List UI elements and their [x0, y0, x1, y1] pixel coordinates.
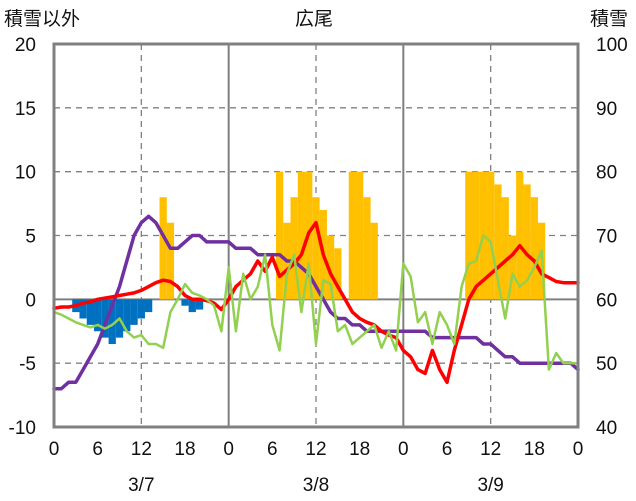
negative-bar	[130, 299, 138, 325]
y2-tick-label: 80	[596, 163, 617, 184]
y2-tick-label: 90	[596, 99, 617, 120]
x-tick-label: 6	[92, 439, 103, 460]
precip-bar	[290, 197, 298, 300]
x-tick-label: 12	[305, 439, 326, 460]
y2-tick-label: 50	[596, 354, 617, 375]
y-axis-label: 積雪以外	[4, 8, 80, 30]
x-tick-label: 18	[349, 439, 370, 460]
negative-bar	[108, 299, 116, 345]
negative-bar	[137, 299, 145, 319]
precip-bar	[516, 171, 524, 300]
x-tick-label: 12	[131, 439, 152, 460]
precip-bar	[348, 171, 357, 300]
y2-tick-label: 40	[596, 418, 617, 439]
precip-bar	[523, 184, 531, 300]
y-tick-label: 15	[15, 99, 36, 120]
precip-bar	[530, 197, 538, 300]
negative-bar	[123, 299, 131, 332]
x-tick-label: 18	[524, 439, 545, 460]
y-tick-label: 10	[15, 163, 36, 184]
x-tick-label: 6	[267, 439, 278, 460]
negative-bar	[181, 299, 189, 306]
series-line-0	[52, 214, 580, 391]
y-tick-label: -5	[19, 354, 36, 375]
y2-tick-label: 70	[596, 227, 617, 248]
x-tick-label: 18	[174, 439, 195, 460]
precip-bar	[501, 197, 509, 300]
chart-title: 広尾	[295, 8, 333, 30]
precip-bar	[465, 171, 473, 300]
precip-bar	[326, 235, 335, 300]
x-tick-label: 0	[49, 439, 60, 460]
negative-bar	[86, 299, 95, 325]
lines	[52, 214, 580, 391]
negative-bar	[195, 299, 204, 310]
y-tick-label: 20	[15, 35, 36, 56]
precip-bar	[166, 222, 175, 300]
precip-bar	[312, 197, 320, 300]
precip-bar	[363, 197, 371, 300]
precip-bar	[508, 235, 517, 300]
negative-bar	[144, 299, 153, 313]
y2-tick-label: 100	[596, 35, 628, 56]
precip-bar	[494, 184, 502, 300]
precip-bar	[297, 171, 306, 300]
bars	[72, 171, 546, 345]
plot-frame	[52, 42, 580, 429]
precip-bar	[487, 171, 495, 300]
precip-bar	[275, 171, 284, 300]
precip-bar	[334, 248, 342, 300]
day-label: 3/8	[303, 475, 329, 496]
x-tick-label: 0	[573, 439, 584, 460]
y-tick-label: -10	[9, 418, 36, 439]
precip-bar	[370, 222, 378, 300]
negative-bar	[188, 299, 196, 313]
precip-bar	[472, 171, 480, 300]
series-line-1	[52, 220, 580, 385]
negative-bar	[94, 299, 102, 332]
y2-tick-label: 60	[596, 290, 617, 311]
day-label: 3/9	[477, 475, 503, 496]
negative-bar	[101, 299, 109, 338]
y-tick-label: 0	[25, 290, 36, 311]
day-label: 3/7	[128, 475, 154, 496]
precip-bar	[356, 171, 364, 300]
x-tick-label: 6	[442, 439, 453, 460]
y-tick-label: 5	[25, 227, 36, 248]
precip-bar	[159, 197, 167, 300]
x-tick-label: 0	[398, 439, 409, 460]
x-tick-label: 0	[223, 439, 234, 460]
x-tick-label: 12	[480, 439, 501, 460]
y2-axis-label: 積雪	[590, 8, 628, 30]
negative-bar	[79, 299, 87, 319]
series-line-2	[52, 234, 580, 371]
